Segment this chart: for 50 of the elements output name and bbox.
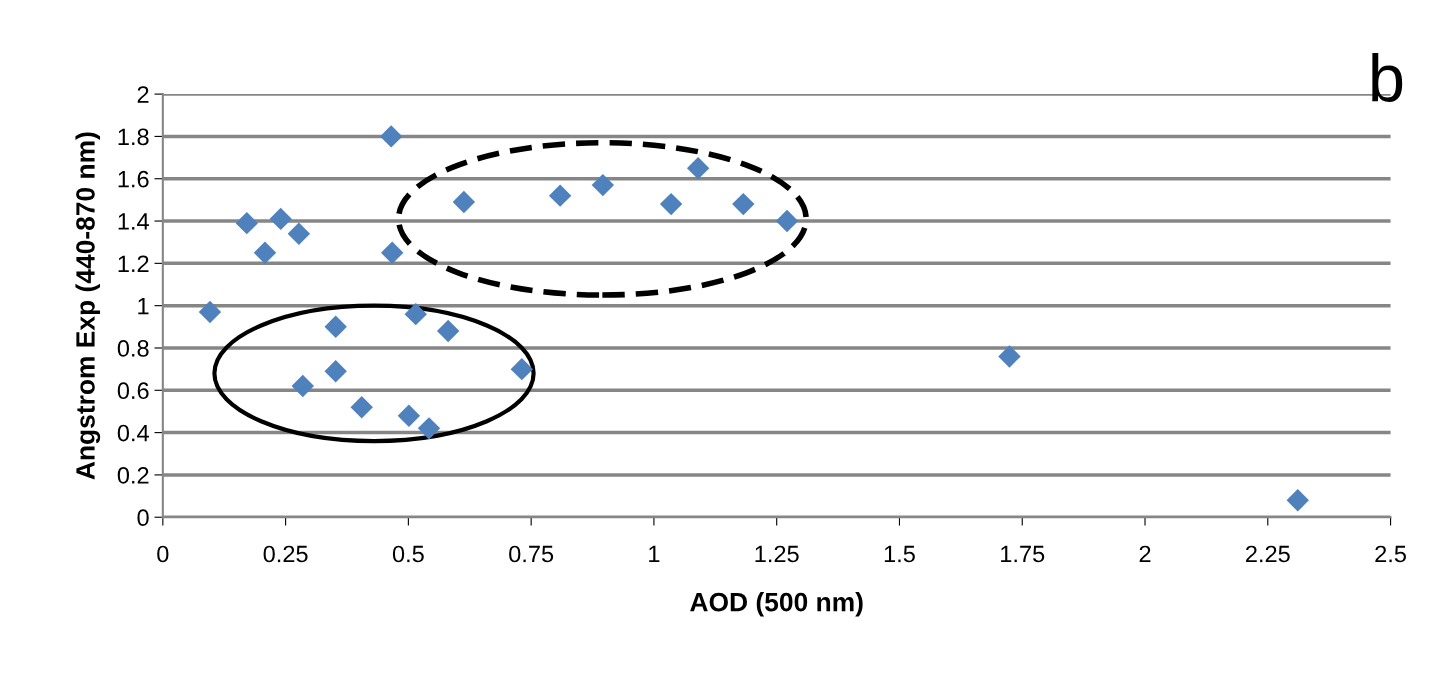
x-tick-label: 1.5	[884, 545, 915, 563]
x-tick-label: 0.75	[509, 545, 554, 563]
point	[404, 302, 427, 326]
point	[198, 300, 222, 324]
point	[291, 374, 314, 398]
x-tick-label: 0.5	[392, 545, 424, 563]
x-tick-label: 1	[649, 545, 660, 563]
point	[379, 125, 403, 148]
point	[380, 241, 404, 264]
y-tick-label: 0.4	[117, 424, 149, 442]
point	[253, 241, 277, 264]
point	[591, 173, 615, 197]
y-tick-label: 1	[138, 297, 149, 315]
y-tick-label: 0.8	[117, 340, 149, 357]
point	[452, 190, 476, 214]
x-tick-label: 0.25	[263, 545, 308, 563]
y-axis-title: Angstrom Exp (440-870 nm)	[75, 132, 101, 480]
point	[732, 192, 755, 216]
x-tick-label: 2	[1139, 545, 1151, 563]
y-tick-label: 1.8	[118, 128, 149, 146]
x-axis-title: AOD (500 nm)	[690, 592, 863, 617]
point	[350, 396, 373, 419]
point	[548, 184, 572, 207]
x-tick-label: 1.75	[1001, 545, 1045, 563]
y-tick-label: 1.2	[118, 255, 149, 272]
y-tick-label: 0.6	[117, 382, 149, 400]
x-tick-label: 0	[157, 545, 169, 563]
point	[269, 207, 292, 231]
y-tick-label: 0.2	[117, 466, 149, 484]
point	[287, 222, 311, 245]
point	[686, 156, 710, 180]
annotation: b	[1372, 52, 1403, 102]
point	[510, 357, 534, 381]
x-tick-label: 1.25	[755, 545, 799, 563]
point	[324, 360, 347, 383]
x-tick-label: 2.5	[1375, 545, 1406, 563]
point	[775, 209, 799, 233]
y-tick-label: 1.6	[118, 170, 149, 188]
x-tick-label: 2.25	[1246, 545, 1290, 563]
y-tick-label: 2	[137, 86, 149, 103]
point	[235, 211, 259, 235]
point	[1286, 489, 1309, 512]
y-tick-label: 1.4	[118, 213, 149, 230]
point	[417, 417, 441, 440]
point	[659, 192, 683, 216]
point	[436, 319, 460, 343]
point	[324, 315, 347, 339]
point	[998, 345, 1021, 368]
point	[397, 404, 421, 427]
y-tick-label: 0	[137, 509, 149, 527]
